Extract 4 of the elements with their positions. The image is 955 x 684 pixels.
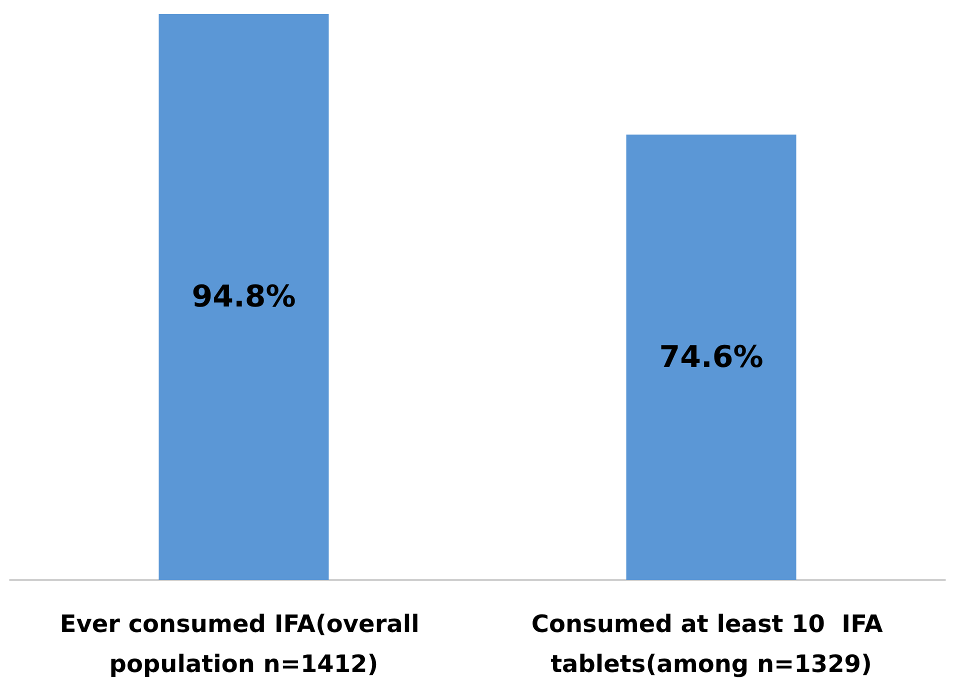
x-tick-label: Ever consumed IFA(overall population n=1412) <box>60 610 428 678</box>
data-label: 74.6% <box>659 340 764 375</box>
data-label: 94.8% <box>192 280 296 314</box>
x-tick-label: Consumed at least 10 IFA tablets(among n=1329) <box>531 610 892 678</box>
